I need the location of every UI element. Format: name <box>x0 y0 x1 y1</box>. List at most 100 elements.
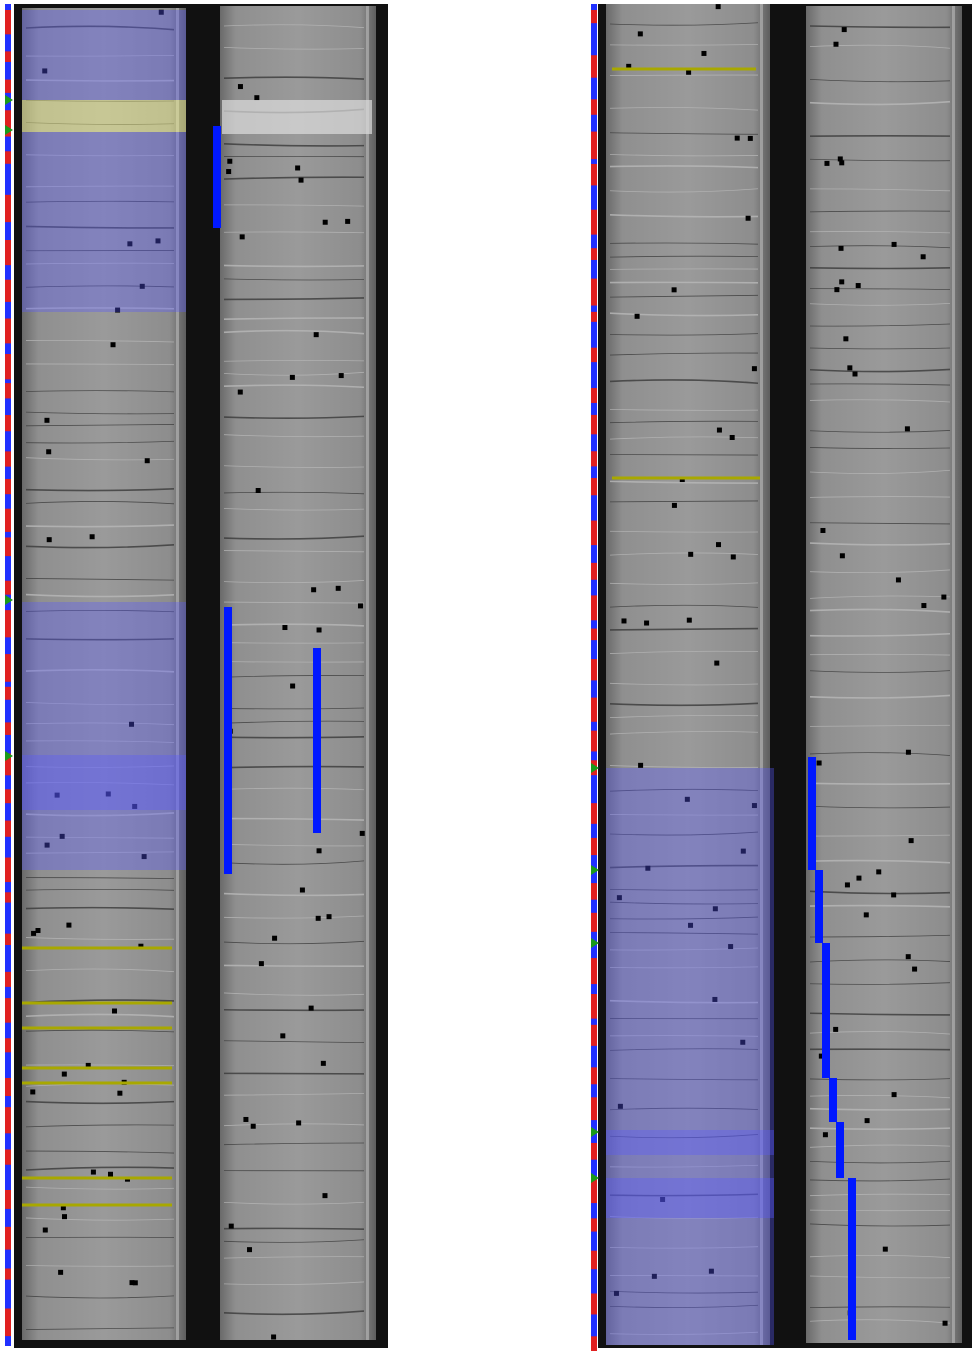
clast <box>714 661 719 666</box>
interval-overlay <box>22 755 186 810</box>
clast <box>111 342 116 347</box>
clast <box>322 1193 327 1198</box>
depth-tick <box>591 132 597 160</box>
clast <box>290 684 295 689</box>
lamina <box>810 783 950 784</box>
interval-bar <box>808 757 816 870</box>
depth-tick <box>591 913 597 932</box>
clast <box>842 27 847 32</box>
interval-overlay <box>22 100 186 132</box>
clast <box>621 618 626 623</box>
depth-tick <box>5 789 11 803</box>
clast <box>716 4 721 9</box>
clast <box>906 750 911 755</box>
depth-tick <box>591 838 597 855</box>
clast <box>864 912 869 917</box>
lamina <box>810 268 950 269</box>
interval-bar <box>848 1178 856 1340</box>
clast <box>238 84 243 89</box>
clast <box>686 70 691 75</box>
clast <box>921 254 926 259</box>
clast <box>876 869 881 874</box>
depth-tick <box>5 972 11 987</box>
depth-tick <box>591 698 597 722</box>
interval-overlay <box>22 10 186 100</box>
clast <box>941 595 946 600</box>
clast <box>717 428 722 433</box>
clast <box>687 618 692 623</box>
interval-overlay <box>22 132 186 312</box>
clast <box>90 534 95 539</box>
clast <box>309 1006 314 1011</box>
clast <box>752 366 757 371</box>
interval-overlay <box>606 768 774 1345</box>
clast <box>820 528 825 533</box>
clast <box>891 892 896 897</box>
interval-bar <box>224 607 232 874</box>
depth-tick <box>5 354 11 379</box>
clast <box>358 603 363 608</box>
depth-tick <box>591 1025 597 1046</box>
depth-tick <box>591 994 597 1019</box>
clast <box>58 1270 63 1275</box>
clast <box>117 1091 122 1096</box>
clast <box>906 954 911 959</box>
clast <box>817 761 822 766</box>
clast <box>44 418 49 423</box>
clast <box>314 332 319 337</box>
clast <box>327 914 332 919</box>
clast <box>295 165 300 170</box>
lamina <box>610 455 758 456</box>
depth-tick <box>5 892 11 902</box>
depth-tick <box>591 1143 597 1160</box>
depth-tick <box>591 563 597 580</box>
depth-tick <box>5 858 11 883</box>
depth-tick <box>5 581 11 595</box>
clast <box>272 936 277 941</box>
clast <box>638 31 643 36</box>
clast <box>251 1124 256 1129</box>
core-image <box>806 6 962 1343</box>
depth-tick <box>591 55 597 77</box>
clast <box>912 967 917 972</box>
depth-tick <box>591 164 597 185</box>
clast <box>644 621 649 626</box>
clast <box>238 390 243 395</box>
depth-tick <box>591 883 597 900</box>
clast <box>299 178 304 183</box>
clast <box>360 831 365 836</box>
depth-tick <box>5 1107 11 1133</box>
depth-tick <box>5 1268 11 1279</box>
lamina <box>224 965 364 966</box>
depth-tick <box>591 629 597 641</box>
core-liner <box>366 6 369 1340</box>
interval-overlay <box>22 602 186 870</box>
clast <box>254 95 259 100</box>
depth-tick <box>5 1227 11 1250</box>
depth-tick <box>591 521 597 546</box>
clast <box>130 1280 135 1285</box>
depth-tick <box>591 1097 597 1120</box>
depth-tick <box>5 722 11 735</box>
depth-tick <box>591 1218 597 1231</box>
depth-tick <box>5 240 11 265</box>
clast <box>824 161 829 166</box>
clast <box>845 882 850 887</box>
clast <box>847 365 852 370</box>
clast <box>91 1170 96 1175</box>
lamina <box>224 1010 364 1011</box>
depth-tick <box>5 1078 11 1096</box>
depth-tick <box>591 595 597 620</box>
clast <box>865 1118 870 1123</box>
depth-tick <box>591 1293 597 1314</box>
clast <box>317 848 322 853</box>
clast <box>247 1247 252 1252</box>
clast <box>339 373 344 378</box>
depth-tick <box>591 210 597 235</box>
clast <box>336 586 341 591</box>
clast <box>838 156 843 161</box>
depth-tick <box>5 51 11 62</box>
clast <box>145 458 150 463</box>
depth-tick <box>591 279 597 306</box>
depth-tick <box>591 10 597 23</box>
